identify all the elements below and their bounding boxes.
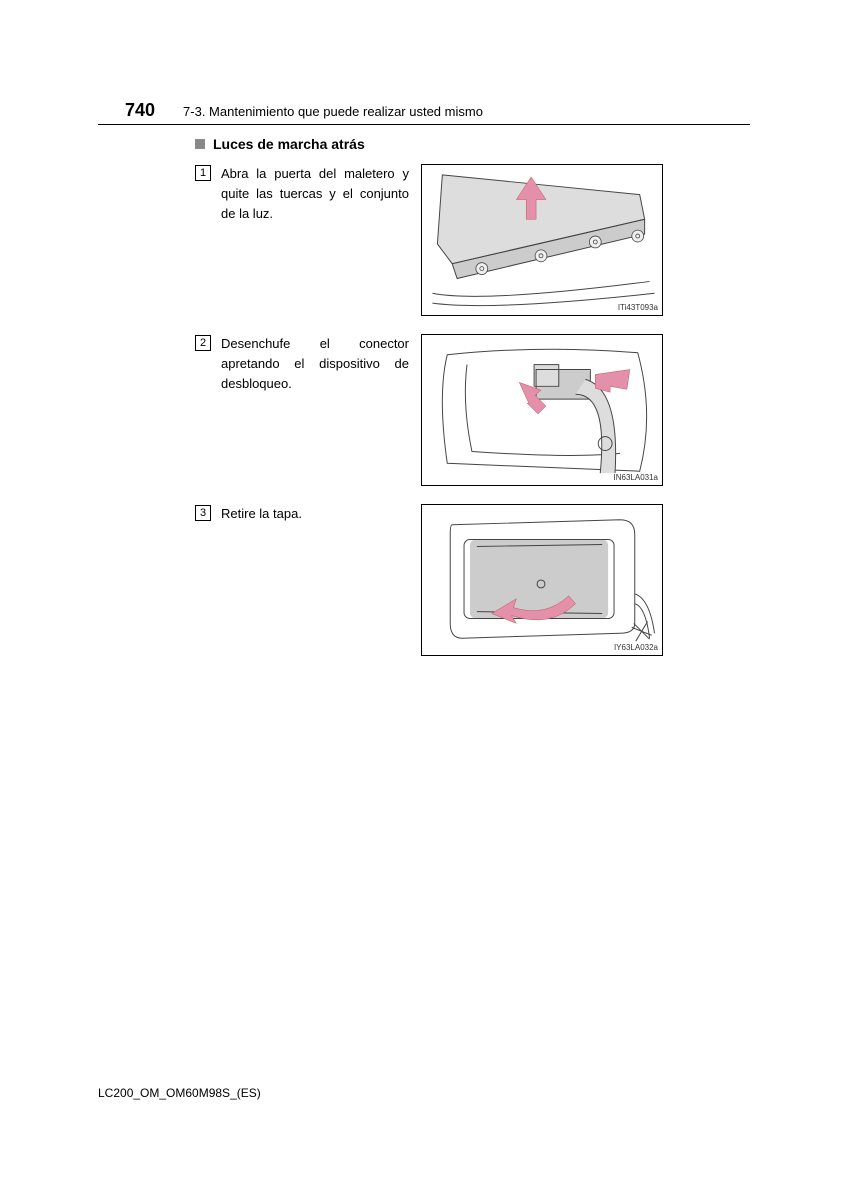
step-number-box: 2 — [195, 335, 211, 351]
figure-id: IY63LA032a — [614, 643, 658, 652]
trunk-light-diagram — [422, 165, 662, 315]
subheading-text: Luces de marcha atrás — [213, 136, 365, 152]
step-number-box: 1 — [195, 165, 211, 181]
step-2: 2 Desenchufe el conector apretando el di… — [195, 334, 750, 486]
step-text: Abra la puerta del maletero y quite las … — [221, 164, 421, 224]
figure-id: IN63LA031a — [614, 473, 658, 482]
step-text: Desenchufe el conector apretando el disp… — [221, 334, 421, 394]
step-3: 3 Retire la tapa. — [195, 504, 750, 656]
section-label: 7-3. Mantenimiento que puede realizar us… — [183, 104, 483, 119]
step-number-box: 3 — [195, 505, 211, 521]
page-number: 740 — [125, 100, 155, 121]
cover-removal-diagram — [422, 505, 662, 655]
header-rule — [98, 124, 750, 125]
figure-1: ITi43T093a — [421, 164, 663, 316]
footer-code: LC200_OM_OM60M98S_(ES) — [98, 1086, 261, 1100]
step-text: Retire la tapa. — [221, 504, 421, 524]
figure-3: IY63LA032a — [421, 504, 663, 656]
square-bullet-icon — [195, 139, 205, 149]
figure-2: IN63LA031a — [421, 334, 663, 486]
subheading-row: Luces de marcha atrás — [195, 136, 750, 152]
content-area: Luces de marcha atrás 1 Abra la puerta d… — [195, 136, 750, 674]
connector-diagram — [422, 335, 662, 485]
figure-id: ITi43T093a — [618, 303, 658, 312]
page-header: 740 7-3. Mantenimiento que puede realiza… — [125, 100, 750, 121]
manual-page: 740 7-3. Mantenimiento que puede realiza… — [0, 0, 848, 1200]
step-1: 1 Abra la puerta del maletero y quite la… — [195, 164, 750, 316]
